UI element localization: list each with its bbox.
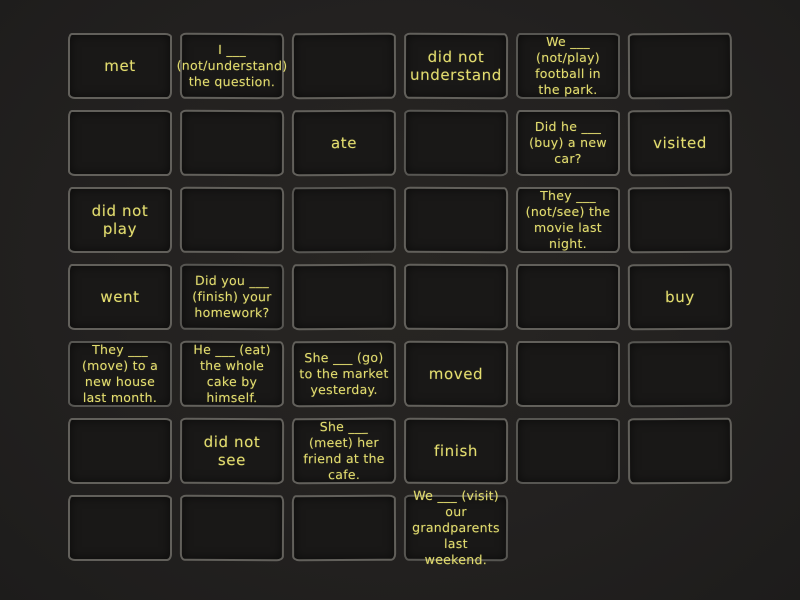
card-face-up[interactable]: visited — [627, 109, 733, 177]
card-face-up[interactable]: went — [68, 264, 172, 330]
card-label: buy — [665, 287, 695, 307]
card-face-up[interactable]: They ___ (move) to a new house last mont… — [68, 341, 172, 407]
card-label: We ___ (not/play) football in the park. — [535, 34, 601, 97]
card-blank[interactable] — [516, 264, 620, 330]
card-label: Did you ___ (finish) your homework? — [192, 272, 272, 321]
card-label: met — [104, 57, 136, 75]
card-label: visited — [653, 133, 707, 153]
card-blank[interactable] — [291, 32, 397, 100]
card-face-up[interactable]: We ___ (visit) our grandparents last wee… — [403, 488, 509, 567]
card-label: finish — [433, 441, 479, 461]
card-face-up[interactable]: Did he ___ (buy) a new car? — [516, 110, 620, 176]
card-blank[interactable] — [68, 418, 172, 484]
card-face-up[interactable]: finish — [403, 417, 509, 485]
card-face-up[interactable]: moved — [403, 340, 509, 408]
card-face-up[interactable]: He ___ (eat) the whole cake by himself. — [179, 340, 285, 408]
card-face-up[interactable]: I ___ (not/understand) the question. — [177, 32, 287, 100]
card-face-up[interactable]: ate — [291, 109, 397, 177]
card-label: went — [100, 288, 140, 306]
card-label: He ___ (eat) the whole cake by himself. — [193, 341, 271, 406]
card-label: moved — [428, 364, 484, 384]
card-face-up[interactable]: did not see — [179, 417, 285, 485]
card-blank[interactable] — [291, 263, 397, 331]
card-label: They ___ (not/see) the movie last night. — [525, 188, 611, 251]
card-face-up[interactable]: met — [68, 33, 172, 99]
card-blank[interactable] — [627, 417, 733, 485]
card-blank[interactable] — [403, 186, 509, 254]
card-blank[interactable] — [68, 495, 172, 561]
card-label: did not play — [91, 202, 149, 238]
card-label: We ___ (visit) our grandparents last wee… — [412, 487, 500, 568]
card-face-up[interactable]: buy — [627, 263, 733, 331]
card-face-up[interactable]: She ___ (meet) her friend at the cafe. — [291, 417, 397, 485]
card-face-up[interactable]: They ___ (not/see) the movie last night. — [516, 187, 620, 253]
card-blank[interactable] — [627, 32, 733, 100]
card-grid: met I ___ (not/understand) the question. d… — [68, 32, 733, 567]
card-label: ate — [330, 133, 358, 153]
card-face-up[interactable]: We ___ (not/play) football in the park. — [516, 33, 620, 99]
card-blank[interactable] — [179, 186, 285, 254]
card-label: Did he ___ (buy) a new car? — [529, 119, 607, 166]
card-label: did not see — [203, 432, 261, 470]
card-label: They ___ (move) to a new house last mont… — [81, 342, 159, 405]
card-blank[interactable] — [291, 186, 397, 254]
card-blank[interactable] — [516, 418, 620, 484]
card-blank[interactable] — [291, 494, 397, 562]
card-label: I ___ (not/understand) the question. — [176, 41, 288, 90]
card-blank[interactable] — [403, 263, 509, 331]
card-blank[interactable] — [627, 340, 733, 408]
card-face-up[interactable]: She ___ (go) to the market yesterday. — [291, 340, 397, 408]
card-blank[interactable] — [516, 341, 620, 407]
card-blank[interactable] — [68, 110, 172, 176]
card-blank[interactable] — [627, 186, 733, 254]
card-blank[interactable] — [179, 494, 285, 562]
card-label: She ___ (go) to the market yesterday. — [299, 349, 389, 398]
card-face-up[interactable]: did not understand — [403, 32, 509, 100]
card-blank[interactable] — [179, 109, 285, 177]
card-blank[interactable] — [403, 109, 509, 177]
card-face-up[interactable]: Did you ___ (finish) your homework? — [179, 263, 285, 331]
card-label: She ___ (meet) her friend at the cafe. — [303, 418, 385, 483]
card-label: did not understand — [410, 47, 502, 85]
card-face-up[interactable]: did not play — [68, 187, 172, 253]
